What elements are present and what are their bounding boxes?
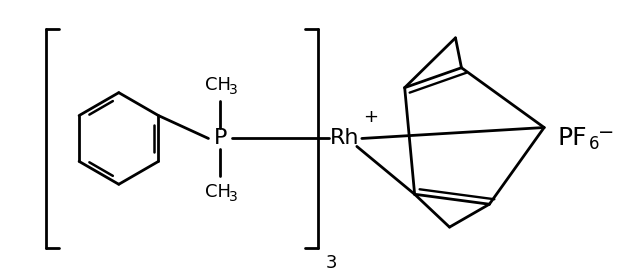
Text: +: + xyxy=(364,107,378,125)
Text: 3: 3 xyxy=(326,254,337,272)
Text: CH: CH xyxy=(205,76,232,94)
Text: 6: 6 xyxy=(589,135,599,153)
Text: 3: 3 xyxy=(229,83,237,97)
Text: PF: PF xyxy=(557,127,587,150)
Text: Rh: Rh xyxy=(330,129,360,148)
Text: −: − xyxy=(598,123,614,142)
Text: 3: 3 xyxy=(229,190,237,204)
Text: P: P xyxy=(214,129,227,148)
Text: CH: CH xyxy=(205,183,232,201)
